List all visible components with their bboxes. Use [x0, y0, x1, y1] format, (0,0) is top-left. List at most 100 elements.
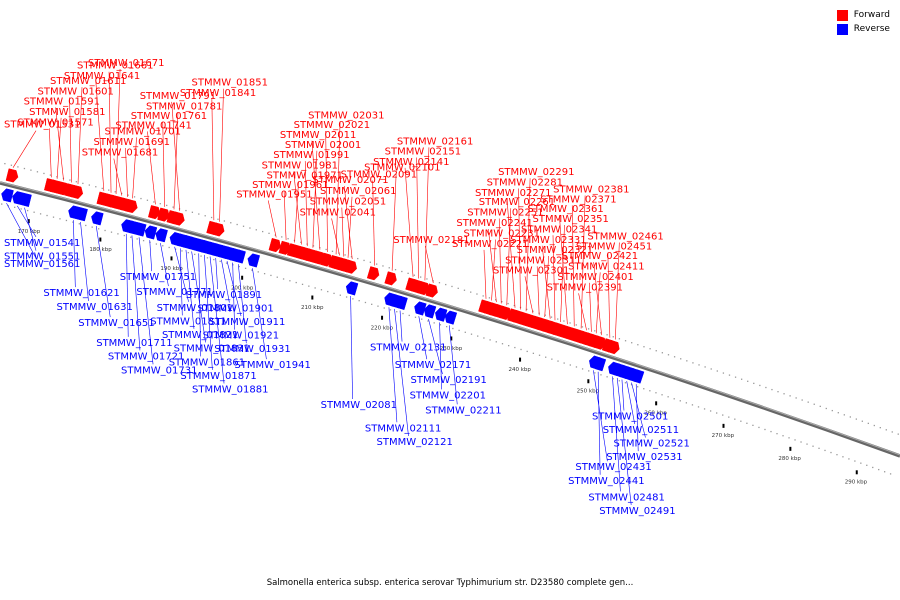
reverse-gene-arrow	[444, 310, 458, 325]
reverse-track-dot	[219, 260, 221, 262]
forward-gene-label: STMMW_02071	[312, 175, 388, 186]
forward-gene-label: STMMW_02061	[320, 186, 396, 197]
reverse-gene-arrow	[134, 222, 147, 237]
reverse-leader-line	[621, 379, 625, 411]
reverse-gene-label: STMMW_01621	[43, 288, 119, 299]
forward-track-dot	[606, 334, 608, 336]
reverse-gene-label: STMMW_01811	[150, 316, 226, 327]
forward-leader-line	[491, 239, 496, 301]
forward-leader-line	[49, 128, 52, 178]
reverse-gene-arrow	[1, 188, 14, 203]
forward-track-dot	[23, 167, 26, 170]
reverse-leader-line	[418, 316, 428, 360]
forward-track-dot	[274, 234, 277, 236]
forward-track-dot	[897, 433, 899, 435]
forward-gene-label: STMMW_02051	[310, 197, 386, 208]
forward-leader-line	[304, 161, 308, 247]
reverse-track-dot	[295, 281, 297, 284]
forward-gene-label: STMMW_02001	[285, 140, 361, 151]
forward-track-dot	[56, 176, 58, 178]
forward-leader-line	[424, 147, 430, 281]
forward-track-dot	[655, 350, 657, 352]
forward-gene-label: STMMW_02091	[341, 170, 417, 181]
reverse-gene-arrow	[631, 369, 645, 384]
legend-item-forward: Forward	[836, 8, 890, 22]
reverse-track-dot	[14, 206, 16, 208]
forward-track-dot	[420, 276, 422, 278]
reverse-track-dot	[377, 305, 379, 307]
reverse-leader-line	[24, 207, 37, 251]
forward-gene-label: STMMW_01611	[50, 76, 126, 87]
reverse-track-dot	[883, 471, 886, 473]
forward-track-dot	[185, 209, 187, 212]
forward-gene-label: STMMW_01681	[82, 148, 158, 159]
forward-leader-line	[325, 130, 328, 252]
forward-gene-label: STMMW_01661	[77, 61, 153, 72]
reverse-track-dot	[685, 402, 688, 404]
forward-gene-label: STMMW_01981	[262, 161, 338, 172]
scale-tick-mark	[450, 336, 453, 341]
reverse-track-dot	[477, 335, 479, 337]
forward-track-dot	[631, 342, 633, 344]
scale-tick-mark	[587, 379, 590, 384]
reverse-gene-label: STMMW_01561	[4, 259, 80, 270]
reverse-track-dot	[612, 378, 614, 380]
forward-track-dot	[581, 326, 584, 328]
reverse-leader-line	[95, 226, 111, 318]
forward-leader-line	[524, 276, 534, 314]
forward-track-dot	[813, 403, 815, 405]
reverse-track-dot	[427, 320, 429, 322]
reverse-track-dot	[569, 364, 571, 366]
legend-label-reverse: Reverse	[853, 24, 890, 34]
reverse-gene-label: STMMW_01711	[96, 338, 172, 349]
forward-gene-label: STMMW_02231	[464, 229, 540, 240]
forward-track-dot	[873, 424, 875, 427]
reverse-gene-arrow	[247, 253, 261, 268]
forward-track-dot	[217, 218, 219, 220]
reverse-track-dot	[709, 410, 712, 412]
reverse-gene-label: STMMW_01731	[121, 365, 197, 376]
forward-track-dot	[191, 211, 194, 213]
forward-track-dot	[855, 418, 857, 420]
reverse-track-dot	[333, 292, 335, 295]
reverse-gene-label: STMMW_02201	[410, 390, 486, 401]
forward-gene-label: STMMW_02361	[527, 204, 603, 215]
reverse-track-dot	[345, 296, 348, 298]
reverse-gene-label: STMMW_01751	[120, 272, 196, 283]
forward-leader-line	[580, 195, 586, 329]
reverse-track-dot	[764, 428, 766, 431]
reverse-track-dot	[439, 324, 442, 326]
forward-leader-line	[615, 242, 620, 340]
forward-leader-line	[56, 117, 62, 179]
reverse-track-dot	[746, 422, 748, 424]
reverse-gene-arrow	[155, 228, 168, 243]
reverse-track-dot	[181, 250, 183, 252]
forward-track-dot	[710, 368, 712, 370]
forward-track-dot	[146, 199, 149, 201]
scale-tick-mark	[381, 315, 384, 320]
forward-track-dot	[807, 401, 809, 403]
forward-gene-label: STMMW_02241	[456, 218, 532, 229]
forward-track-dot	[325, 248, 327, 251]
reverse-track-dot	[889, 473, 892, 475]
scale-tick-label: 200 kbp	[231, 285, 254, 291]
reverse-track-dot	[213, 258, 215, 261]
reverse-track-dot	[848, 458, 850, 460]
forward-track-dot	[765, 386, 767, 389]
reverse-leader-line	[394, 308, 409, 436]
forward-track-dot	[612, 336, 614, 338]
reverse-track-dot	[282, 278, 285, 280]
forward-track-dot	[363, 259, 365, 262]
scale-tick-label: 280 kbp	[778, 456, 801, 462]
reverse-track-dot	[824, 449, 826, 452]
forward-leader-line	[267, 200, 277, 238]
forward-track-dot	[698, 364, 700, 366]
forward-track-dot	[686, 360, 688, 362]
forward-track-dot	[494, 299, 497, 301]
forward-track-dot	[413, 274, 416, 276]
forward-track-dot	[344, 254, 346, 256]
forward-leader-line	[424, 245, 434, 283]
forward-leader-line	[607, 252, 611, 338]
reverse-track-dot	[776, 433, 778, 435]
